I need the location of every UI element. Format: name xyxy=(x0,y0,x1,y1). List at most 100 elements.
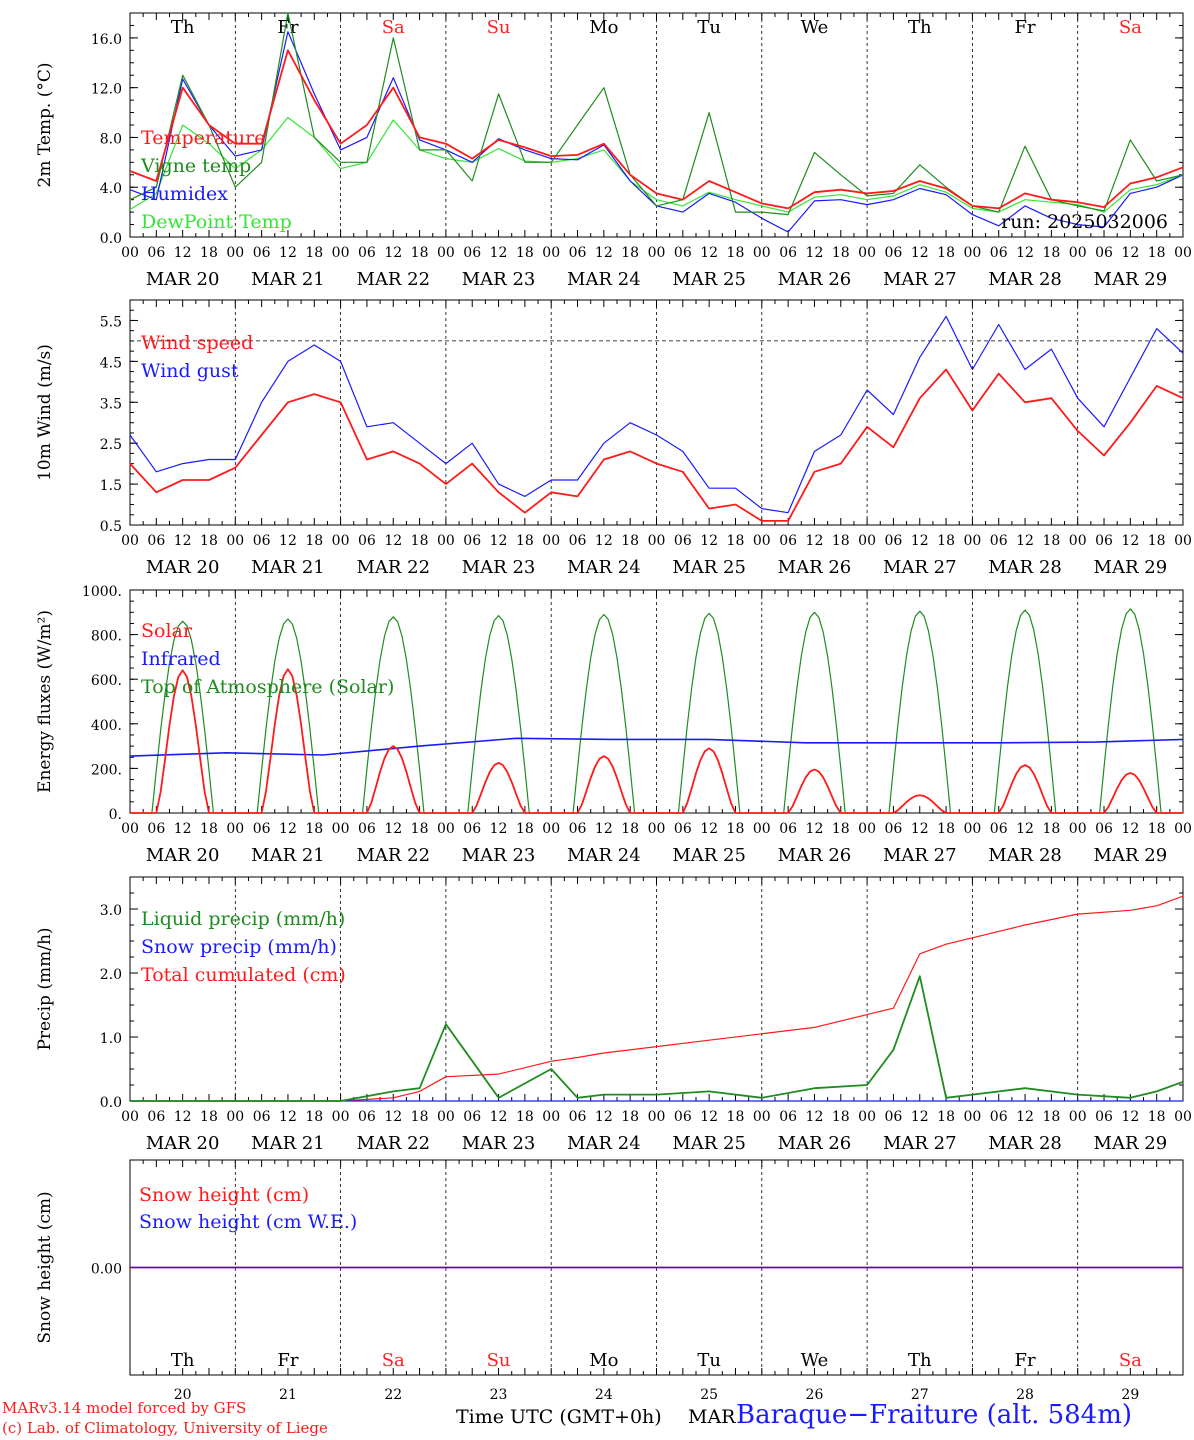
y-tick-label: 0.5 xyxy=(100,519,122,535)
x-hour-label: 12 xyxy=(806,245,824,261)
x-date-label: MAR 24 xyxy=(567,1133,641,1154)
x-hour-label: 18 xyxy=(305,1109,323,1125)
x-date-label: MAR 27 xyxy=(883,557,957,578)
weekday-label: Fr xyxy=(277,1350,298,1371)
weekday-label: Tu xyxy=(697,17,721,38)
x-date-label: MAR 22 xyxy=(356,557,430,578)
x-hour-label: 12 xyxy=(911,1109,929,1125)
x-hour-label: 06 xyxy=(779,1109,797,1125)
day-number-label: 24 xyxy=(595,1387,613,1403)
x-hour-label: 12 xyxy=(911,821,929,837)
x-hour-label: 12 xyxy=(1121,533,1139,549)
x-hour-label: 18 xyxy=(1042,245,1060,261)
x-hour-label: 12 xyxy=(174,533,192,549)
x-hour-label: 12 xyxy=(174,1109,192,1125)
x-hour-label: 00 xyxy=(542,245,560,261)
x-hour-label: 18 xyxy=(621,821,639,837)
x-hour-label: 12 xyxy=(490,533,508,549)
x-hour-label: 06 xyxy=(569,533,587,549)
x-hour-label: 12 xyxy=(384,245,402,261)
x-hour-label: 00 xyxy=(753,533,771,549)
y-axis-label: Snow height (cm) xyxy=(35,1191,55,1343)
x-hour-label: 18 xyxy=(411,1109,429,1125)
x-hour-label: 00 xyxy=(1174,533,1192,549)
x-date-label: MAR 27 xyxy=(883,845,957,866)
weekday-label: Fr xyxy=(277,17,298,38)
x-hour-label: 06 xyxy=(779,533,797,549)
x-hour-label: 06 xyxy=(569,245,587,261)
weekday-label: We xyxy=(801,17,829,38)
x-date-label: MAR 29 xyxy=(1094,557,1168,578)
x-hour-label: 00 xyxy=(542,821,560,837)
x-hour-label: 18 xyxy=(411,821,429,837)
x-hour-label: 06 xyxy=(1095,1109,1113,1125)
x-date-label: MAR 23 xyxy=(462,1133,536,1154)
x-hour-label: 06 xyxy=(885,1109,903,1125)
x-hour-label: 12 xyxy=(384,533,402,549)
x-date-label: MAR 24 xyxy=(567,845,641,866)
legend-entry: Wind speed xyxy=(141,332,253,354)
x-hour-label: 00 xyxy=(437,1109,455,1125)
x-date-label: MAR 27 xyxy=(883,269,957,290)
legend-entry: Temperature xyxy=(141,127,265,149)
x-hour-label: 18 xyxy=(727,533,745,549)
x-hour-label: 12 xyxy=(700,245,718,261)
series-line-1 xyxy=(129,315,1184,514)
x-hour-label: 12 xyxy=(174,245,192,261)
x-hour-label: 12 xyxy=(384,821,402,837)
x-date-label: MAR 20 xyxy=(146,269,220,290)
x-hour-label: 00 xyxy=(332,245,350,261)
x-hour-label: 18 xyxy=(305,245,323,261)
x-hour-label: 06 xyxy=(463,245,481,261)
x-date-label: MAR 28 xyxy=(988,845,1062,866)
y-tick-label: 3.5 xyxy=(100,396,122,412)
x-hour-label: 00 xyxy=(1069,533,1087,549)
legend-entry: Snow height (cm) xyxy=(139,1184,309,1206)
x-hour-label: 18 xyxy=(411,533,429,549)
solar-line xyxy=(130,668,1183,814)
x-hour-label: 12 xyxy=(490,245,508,261)
x-hour-label: 06 xyxy=(885,821,903,837)
y-tick-label: 1.5 xyxy=(100,478,122,494)
x-hour-label: 18 xyxy=(200,533,218,549)
x-hour-label: 00 xyxy=(332,821,350,837)
x-hour-label: 06 xyxy=(674,1109,692,1125)
x-hour-label: 00 xyxy=(226,1109,244,1125)
x-date-label: MAR 26 xyxy=(778,845,852,866)
y-tick-label: 600. xyxy=(91,673,122,689)
x-hour-label: 06 xyxy=(1095,245,1113,261)
x-hour-label: 12 xyxy=(174,821,192,837)
x-hour-label: 06 xyxy=(253,821,271,837)
x-hour-label: 00 xyxy=(963,245,981,261)
x-hour-label: 12 xyxy=(1121,245,1139,261)
y-axis-label: Energy fluxes (W/m²) xyxy=(35,610,55,793)
y-axis-label: 10m Wind (m/s) xyxy=(35,344,55,481)
x-hour-label: 12 xyxy=(490,821,508,837)
weekday-label: Sa xyxy=(382,1350,405,1371)
x-hour-label: 06 xyxy=(253,1109,271,1125)
legend-entry: DewPoint Temp xyxy=(141,211,292,233)
panel-3: 0. 200. 400. 600. 800. 1000. Energy fluxes (W/… xyxy=(35,584,1192,866)
y-tick-label: 1.0 xyxy=(100,1031,122,1047)
x-hour-label: 00 xyxy=(121,821,139,837)
x-hour-label: 00 xyxy=(858,821,876,837)
x-hour-label: 12 xyxy=(279,245,297,261)
x-hour-label: 06 xyxy=(358,533,376,549)
x-hour-label: 12 xyxy=(806,1109,824,1125)
x-hour-label: 06 xyxy=(569,821,587,837)
x-hour-label: 00 xyxy=(121,533,139,549)
legend-entry: Humidex xyxy=(141,183,228,205)
x-hour-label: 00 xyxy=(1174,821,1192,837)
series-line-1 xyxy=(129,12,1184,216)
x-hour-label: 18 xyxy=(727,245,745,261)
x-hour-label: 06 xyxy=(253,533,271,549)
x-hour-label: 12 xyxy=(279,1109,297,1125)
panel-4: 0.0 1.0 2.0 3.0 Precip (mm/h) 00 06 12 18 00 06 12 1… xyxy=(35,876,1192,1154)
x-hour-label: 00 xyxy=(542,533,560,549)
x-hour-label: 06 xyxy=(569,1109,587,1125)
panel-frame xyxy=(129,12,1184,238)
x-date-label: MAR 26 xyxy=(778,1133,852,1154)
x-hour-label: 06 xyxy=(358,245,376,261)
x-date-label: MAR 25 xyxy=(672,845,746,866)
